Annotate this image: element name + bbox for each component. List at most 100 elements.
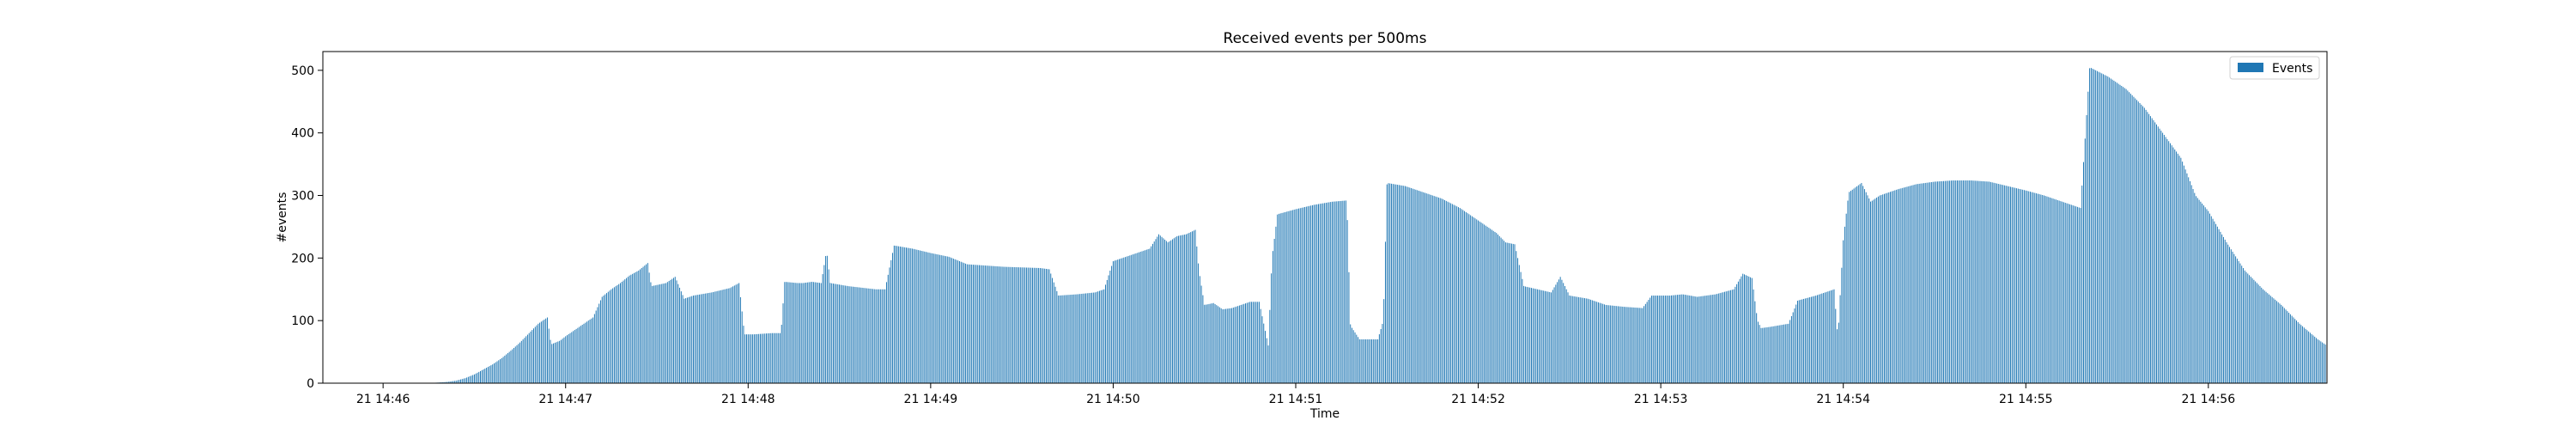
event-bar bbox=[669, 281, 670, 383]
event-bar bbox=[1030, 268, 1031, 383]
event-bar bbox=[2158, 126, 2159, 383]
event-bar bbox=[904, 247, 905, 383]
x-axis-label: Time bbox=[1309, 407, 1340, 421]
event-bar bbox=[1552, 290, 1553, 383]
event-bar bbox=[2101, 73, 2102, 383]
event-bar bbox=[1277, 215, 1278, 383]
event-bar bbox=[979, 265, 980, 383]
event-bar bbox=[1925, 183, 1926, 383]
event-bar bbox=[888, 275, 889, 383]
event-bar bbox=[1535, 289, 1536, 383]
event-bar bbox=[1746, 275, 1747, 383]
event-bar bbox=[726, 289, 727, 383]
event-bar bbox=[1661, 296, 1662, 383]
event-bar bbox=[474, 375, 475, 383]
event-bar bbox=[1458, 207, 1459, 383]
event-bar bbox=[780, 333, 781, 383]
event-bar bbox=[1872, 201, 1873, 383]
event-bar bbox=[1038, 268, 1039, 383]
event-bar bbox=[1703, 296, 1704, 383]
event-bar bbox=[1356, 335, 1357, 383]
event-bar bbox=[509, 352, 510, 383]
event-bar bbox=[811, 282, 812, 383]
event-bar bbox=[2115, 82, 2116, 383]
event-bar bbox=[1608, 305, 1609, 383]
event-bar bbox=[1643, 306, 1644, 383]
event-bar bbox=[1406, 186, 1407, 383]
event-bar bbox=[1744, 274, 1745, 383]
event-bar bbox=[2312, 335, 2313, 383]
event-bar bbox=[2225, 240, 2226, 383]
event-bar bbox=[2162, 133, 2163, 383]
event-bar bbox=[630, 275, 631, 383]
event-bar bbox=[1602, 304, 1603, 383]
event-bar bbox=[892, 253, 893, 383]
event-bar bbox=[815, 283, 816, 384]
event-bar bbox=[1604, 304, 1605, 383]
event-bar bbox=[661, 284, 662, 383]
event-bar bbox=[1501, 238, 1502, 383]
event-bar bbox=[675, 277, 676, 383]
event-bar bbox=[2227, 245, 2228, 383]
event-bar bbox=[1067, 295, 1068, 383]
event-bar bbox=[915, 249, 916, 383]
event-bar bbox=[1326, 203, 1327, 383]
event-bar bbox=[1694, 296, 1695, 383]
event-bar bbox=[1732, 290, 1733, 383]
event-bar bbox=[2030, 192, 2031, 383]
event-bar bbox=[1018, 267, 1019, 383]
event-bar bbox=[2276, 301, 2277, 383]
event-bar bbox=[1529, 288, 1530, 383]
event-bar bbox=[1945, 181, 1946, 383]
event-bar bbox=[1898, 189, 1899, 383]
event-bar bbox=[1686, 295, 1687, 383]
event-bar bbox=[1992, 182, 1993, 383]
event-bar bbox=[1710, 295, 1711, 383]
event-bar bbox=[1450, 204, 1451, 383]
event-bar bbox=[2219, 229, 2220, 383]
event-bar bbox=[1495, 232, 1496, 383]
event-bar bbox=[1748, 277, 1749, 383]
event-bar bbox=[1017, 267, 1018, 383]
event-bar bbox=[1113, 261, 1114, 383]
event-bar bbox=[2138, 101, 2139, 383]
event-bar bbox=[1020, 267, 1021, 383]
event-bar bbox=[1972, 180, 1973, 383]
event-bar bbox=[1592, 300, 1593, 383]
event-bar bbox=[1464, 211, 1465, 383]
event-bar bbox=[2147, 112, 2148, 383]
event-bar bbox=[2235, 256, 2236, 383]
event-bar bbox=[933, 253, 934, 383]
event-bar bbox=[1825, 292, 1826, 383]
event-bar bbox=[2054, 199, 2055, 383]
event-bar bbox=[1771, 326, 1772, 383]
event-bar bbox=[793, 283, 794, 383]
event-bar bbox=[2040, 195, 2041, 383]
event-bar bbox=[638, 271, 639, 383]
event-bar bbox=[1785, 324, 1786, 383]
event-bar bbox=[2298, 322, 2299, 383]
event-bar bbox=[1874, 198, 1875, 383]
event-bar bbox=[478, 372, 479, 383]
event-bar bbox=[1817, 295, 1818, 383]
event-bar bbox=[1322, 204, 1323, 383]
event-bar bbox=[941, 255, 942, 383]
event-bar bbox=[530, 332, 531, 383]
event-bar bbox=[792, 283, 793, 383]
event-bar bbox=[1444, 200, 1445, 383]
event-bar bbox=[2068, 204, 2069, 383]
event-bar bbox=[871, 289, 872, 383]
legend-swatch bbox=[2238, 63, 2263, 72]
event-bar bbox=[938, 254, 939, 383]
event-bar bbox=[1546, 291, 1547, 383]
event-bar bbox=[736, 284, 737, 383]
event-bar bbox=[2053, 198, 2054, 383]
event-bar bbox=[1379, 334, 1380, 383]
event-bar bbox=[854, 287, 855, 383]
event-bar bbox=[823, 265, 824, 383]
event-bar bbox=[1563, 283, 1564, 383]
event-bar bbox=[1271, 273, 1272, 383]
event-bar bbox=[1904, 187, 1905, 383]
event-bar bbox=[1263, 324, 1264, 383]
event-bar bbox=[1235, 307, 1236, 383]
